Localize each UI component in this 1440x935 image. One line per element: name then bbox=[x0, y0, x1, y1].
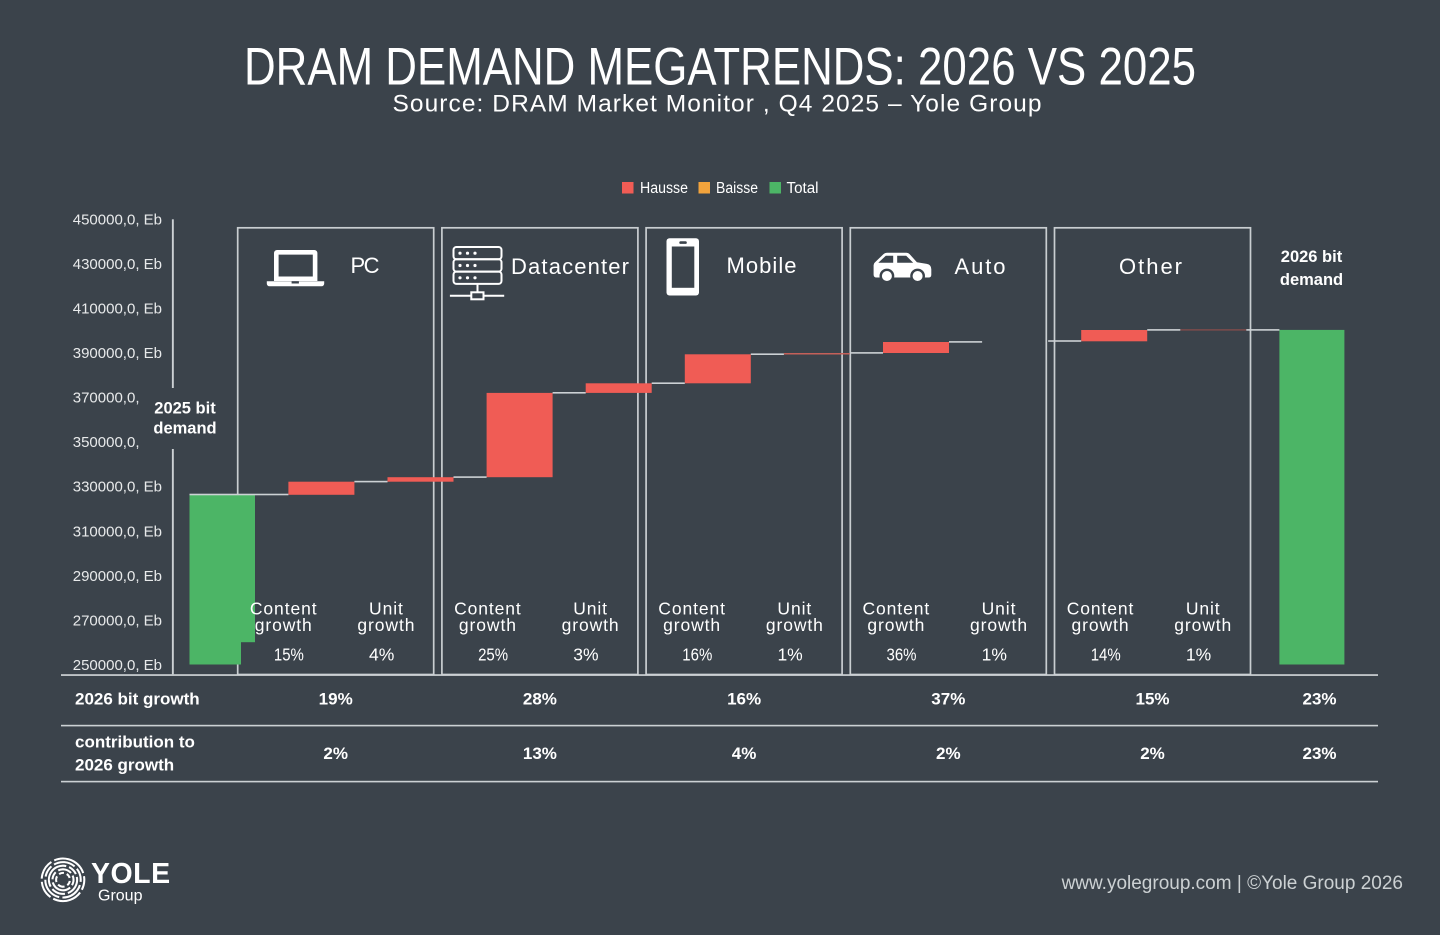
svg-text:demand: demand bbox=[1280, 271, 1343, 289]
svg-text:15%: 15% bbox=[274, 645, 304, 665]
svg-text:450000,0, Eb: 450000,0, Eb bbox=[73, 212, 162, 229]
svg-text:contribution to: contribution to bbox=[75, 733, 195, 752]
svg-text:23%: 23% bbox=[1302, 744, 1336, 763]
svg-text:DRAM DEMAND MEGATRENDS: 2026 V: DRAM DEMAND MEGATRENDS: 2026 VS 2025 bbox=[244, 38, 1196, 97]
svg-text:2%: 2% bbox=[323, 744, 348, 763]
svg-text:growth: growth bbox=[459, 615, 517, 635]
svg-text:Group: Group bbox=[98, 888, 143, 905]
svg-text:Unit: Unit bbox=[573, 598, 608, 618]
svg-text:Mobile: Mobile bbox=[727, 253, 797, 278]
svg-text:16%: 16% bbox=[682, 645, 712, 665]
svg-text:16%: 16% bbox=[727, 690, 761, 709]
svg-text:Total: Total bbox=[787, 180, 819, 197]
svg-text:growth: growth bbox=[766, 615, 824, 635]
svg-text:23%: 23% bbox=[1302, 690, 1336, 709]
svg-text:2025 bit: 2025 bit bbox=[154, 400, 216, 418]
svg-text:growth: growth bbox=[357, 615, 415, 635]
svg-text:growth: growth bbox=[867, 615, 925, 635]
svg-text:Baisse: Baisse bbox=[716, 180, 758, 197]
svg-text:Content: Content bbox=[1067, 598, 1135, 618]
svg-text:Unit: Unit bbox=[369, 598, 404, 618]
svg-text:28%: 28% bbox=[523, 690, 557, 709]
svg-text:1%: 1% bbox=[1186, 645, 1211, 665]
svg-text:310000,0, Eb: 310000,0, Eb bbox=[73, 523, 162, 540]
svg-text:13%: 13% bbox=[523, 744, 557, 763]
svg-text:YOLE: YOLE bbox=[91, 858, 171, 890]
svg-text:330000,0, Eb: 330000,0, Eb bbox=[73, 479, 162, 496]
svg-text:growth: growth bbox=[1174, 615, 1232, 635]
svg-text:370000,0, Eb: 370000,0, Eb bbox=[73, 390, 162, 407]
svg-text:Hausse: Hausse bbox=[640, 180, 688, 197]
svg-text:Content: Content bbox=[658, 598, 726, 618]
svg-text:Content: Content bbox=[454, 598, 522, 618]
svg-text:Datacenter: Datacenter bbox=[511, 254, 629, 279]
svg-text:Content: Content bbox=[863, 598, 931, 618]
svg-text:PC: PC bbox=[351, 253, 380, 278]
svg-text:demand: demand bbox=[153, 420, 216, 438]
svg-text:2026 bit growth: 2026 bit growth bbox=[75, 690, 200, 709]
svg-text:growth: growth bbox=[663, 615, 721, 635]
svg-text:1%: 1% bbox=[777, 645, 802, 665]
svg-text:2026 growth: 2026 growth bbox=[75, 756, 174, 775]
svg-text:290000,0, Eb: 290000,0, Eb bbox=[73, 568, 162, 585]
svg-text:15%: 15% bbox=[1135, 690, 1169, 709]
svg-text:3%: 3% bbox=[573, 645, 598, 665]
svg-text:37%: 37% bbox=[931, 690, 965, 709]
svg-text:25%: 25% bbox=[478, 645, 508, 665]
svg-text:growth: growth bbox=[255, 615, 313, 635]
svg-text:36%: 36% bbox=[887, 645, 917, 665]
svg-text:growth: growth bbox=[562, 615, 620, 635]
svg-text:Auto: Auto bbox=[955, 254, 1006, 279]
svg-text:4%: 4% bbox=[369, 645, 394, 665]
svg-text:2%: 2% bbox=[936, 744, 961, 763]
svg-text:250000,0, Eb: 250000,0, Eb bbox=[73, 657, 162, 674]
svg-text:270000,0, Eb: 270000,0, Eb bbox=[73, 612, 162, 629]
svg-text:4%: 4% bbox=[732, 744, 757, 763]
svg-text:410000,0, Eb: 410000,0, Eb bbox=[73, 301, 162, 318]
svg-text:14%: 14% bbox=[1091, 645, 1121, 665]
svg-text:430000,0, Eb: 430000,0, Eb bbox=[73, 256, 162, 273]
svg-text:Unit: Unit bbox=[777, 598, 812, 618]
svg-text:growth: growth bbox=[1072, 615, 1130, 635]
svg-text:390000,0, Eb: 390000,0, Eb bbox=[73, 345, 162, 362]
svg-text:www.yolegroup.com | ©Yole Grou: www.yolegroup.com | ©Yole Group 2026 bbox=[1061, 873, 1403, 894]
svg-text:2%: 2% bbox=[1140, 744, 1165, 763]
svg-text:19%: 19% bbox=[319, 690, 353, 709]
svg-text:Unit: Unit bbox=[982, 598, 1017, 618]
svg-text:1%: 1% bbox=[982, 645, 1007, 665]
svg-text:growth: growth bbox=[970, 615, 1028, 635]
svg-text:Content: Content bbox=[250, 598, 318, 618]
svg-text:350000,0, Eb: 350000,0, Eb bbox=[73, 434, 162, 451]
svg-text:2026 bit: 2026 bit bbox=[1281, 248, 1343, 266]
svg-text:Other: Other bbox=[1119, 254, 1182, 279]
svg-text:Unit: Unit bbox=[1186, 598, 1221, 618]
svg-text:Source: DRAM Market Monitor ,: Source: DRAM Market Monitor , Q4 2025 – … bbox=[393, 91, 1042, 118]
